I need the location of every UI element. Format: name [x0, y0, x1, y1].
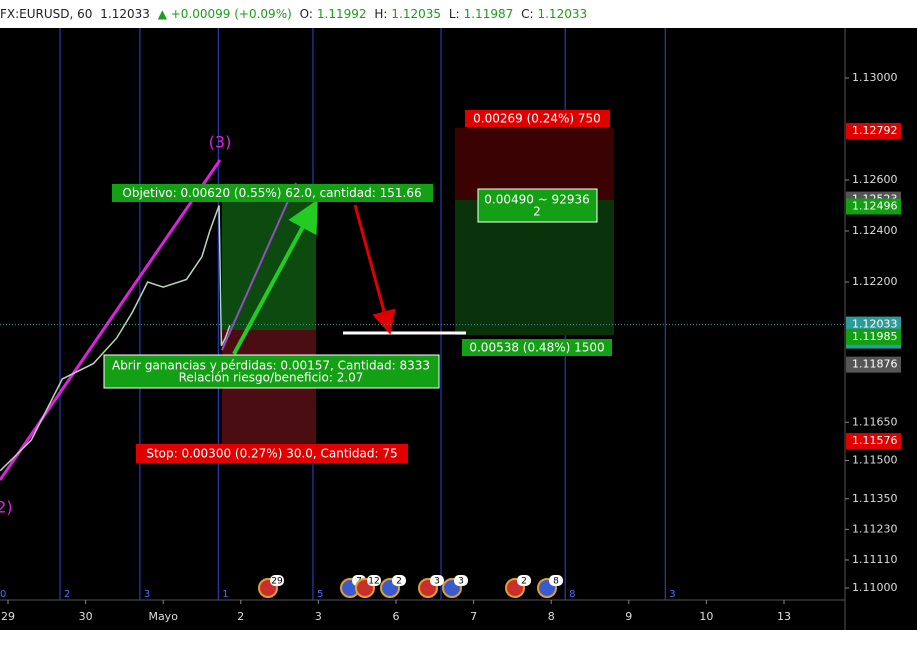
x-tick-label: 9: [625, 610, 632, 623]
y-tick-label: 1.11000: [852, 581, 898, 594]
y-tick-label: 1.12600: [852, 173, 898, 186]
x-tick-label: 10: [699, 610, 713, 623]
last-price: 1.12033: [100, 7, 150, 21]
ohlc-value: 1.12033: [537, 7, 588, 21]
session-label: 5: [317, 589, 323, 600]
event-badge: [517, 575, 531, 586]
session-label: 8: [569, 589, 575, 600]
wave-label: (3): [209, 133, 232, 152]
x-tick-label: 3: [315, 610, 322, 623]
session-label: 0: [0, 589, 6, 600]
ohlc-label: C:: [521, 7, 534, 21]
event-count: 29: [271, 577, 283, 587]
arrow: [353, 204, 396, 335]
price-marker: [846, 316, 901, 333]
y-tick-label: 1.11650: [852, 415, 898, 428]
arrow: [232, 199, 318, 355]
x-tick-label: 8: [548, 610, 555, 623]
price-marker-label: 1.12496: [852, 200, 898, 213]
event-count: 3: [434, 577, 440, 587]
session-label: 3: [669, 589, 675, 600]
stop-label: Stop: 0.00300 (0.27%) 30.0, Cantidad: 75: [146, 447, 397, 461]
event-badge: [392, 575, 406, 586]
event-badge: [454, 575, 468, 586]
ohlc-label: L:: [448, 7, 460, 21]
x-tick-label: 2: [237, 610, 244, 623]
rr-label: Relación riesgo/beneficio: 2.07: [179, 371, 364, 385]
event-badge: [270, 575, 284, 586]
chart: 2 3 1 5 8 3 (3) (2) Objetivo: 0.00620 (0.55%)…: [0, 28, 917, 630]
event-count: 8: [553, 577, 559, 587]
event-badge: [549, 575, 563, 586]
event-badge: [367, 575, 381, 586]
event-count: 2: [396, 577, 402, 587]
ohlc-label: H:: [374, 7, 388, 21]
short-stop-label: 0.00269 (0.24%) 750: [473, 112, 601, 126]
label-box: [136, 444, 408, 463]
short-pl-label: 2: [533, 205, 541, 219]
label-box: [465, 110, 610, 127]
session-label: 2: [64, 589, 70, 600]
target-zone: [222, 200, 316, 330]
price-marker: [846, 123, 901, 140]
price-marker-label: 1.11985: [852, 330, 898, 343]
event-badge: [430, 575, 444, 586]
x-tick-label: 29: [1, 610, 15, 623]
label-box: [112, 184, 433, 202]
short-pl-label: 0.00490 ~ 92936: [484, 193, 589, 207]
event-count: 2: [521, 577, 527, 587]
symbol: FX:EURUSD, 60: [0, 7, 93, 21]
ohlc-value: 1.11987: [463, 7, 514, 21]
y-tick-label: 1.13000: [852, 71, 898, 84]
y-tick-label: 1.11500: [852, 454, 898, 467]
price-marker: [846, 356, 901, 373]
short-target-label: 0.00538 (0.48%) 1500: [469, 341, 604, 355]
price-marker-label: 1.12033: [852, 318, 898, 331]
price-marker: [846, 328, 901, 345]
y-tick-label: 1.12400: [852, 224, 898, 237]
price-line: [0, 205, 231, 472]
event-count: 3: [458, 577, 464, 587]
label-box: [477, 188, 598, 223]
y-tick-label: 1.11230: [852, 522, 898, 535]
time-axis: [0, 600, 845, 630]
label-box: [103, 354, 440, 389]
event-count: 12: [368, 577, 379, 587]
header: FX:EURUSD, 60 1.12033 ▲ +0.00099 (+0.09%…: [0, 0, 917, 28]
ohlc-label: O:: [299, 7, 313, 21]
target-label: Objetivo: 0.00620 (0.55%) 62.0, cantidad…: [122, 186, 421, 200]
ohlc-value: 1.12035: [391, 7, 442, 21]
ohlc-value: 1.11992: [316, 7, 367, 21]
pl-label: Abrir ganancias y pérdidas: 0.00157, Can…: [112, 359, 430, 373]
label-box: [462, 339, 612, 356]
session-label: 1: [222, 589, 228, 600]
price-marker-label: 1.12792: [852, 124, 898, 137]
annotations: (3) (2) Objetivo: 0.00620 (0.55%) 62.0, …: [0, 110, 612, 600]
plot-area: [0, 28, 845, 600]
session-label: 3: [144, 589, 150, 600]
y-tick-label: 1.11110: [852, 553, 898, 566]
price-marker: [846, 433, 901, 450]
price-marker: [846, 198, 901, 215]
price-marker-label: 1.11876: [852, 358, 898, 371]
x-tick-label: 6: [392, 610, 399, 623]
wave-label: (2): [0, 498, 13, 517]
wave-line: [221, 182, 297, 351]
change: ▲ +0.00099 (+0.09%): [157, 7, 292, 21]
short-stop-zone: [455, 128, 614, 200]
price-marker-label: 1.11576: [852, 434, 898, 447]
wave-line: [0, 159, 222, 481]
y-tick-label: 1.11350: [852, 492, 898, 505]
x-tick-label: 13: [777, 610, 791, 623]
y-tick-label: 1.12200: [852, 275, 898, 288]
x-tick-label: Mayo: [148, 610, 178, 623]
x-tick-label: 7: [470, 610, 477, 623]
x-tick-label: 30: [79, 610, 93, 623]
